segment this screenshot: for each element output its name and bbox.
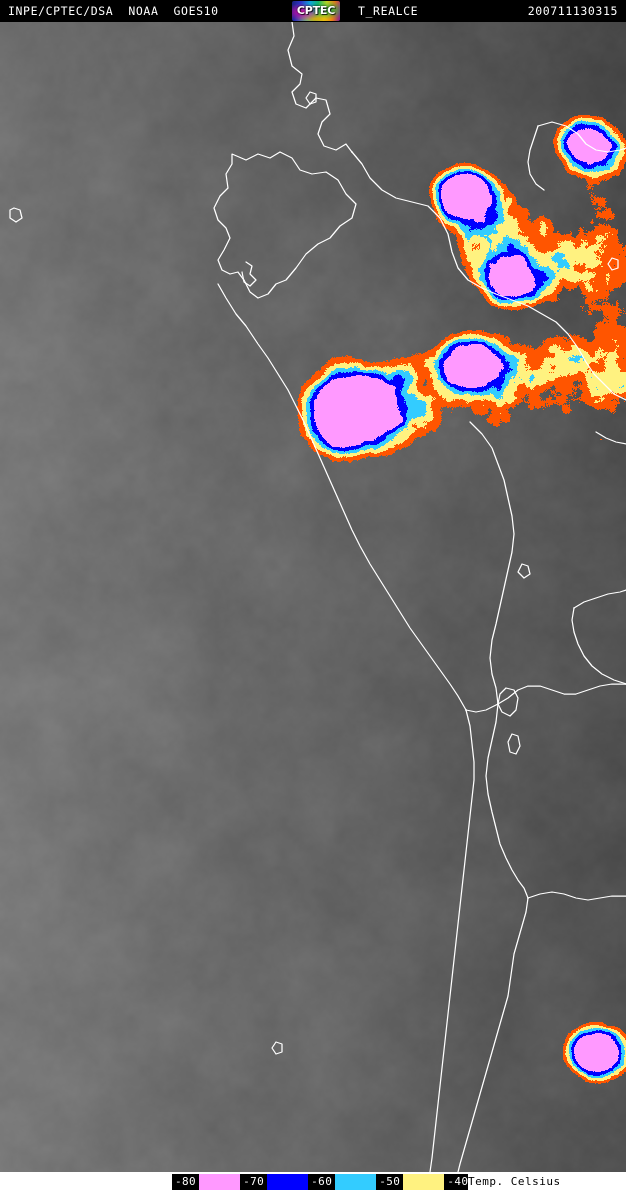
legend-yellow-swatch xyxy=(403,1174,445,1190)
legend-cyan-swatch xyxy=(335,1174,377,1190)
product-label: T_REALCE xyxy=(358,4,419,18)
legend-tick-minus40: -40 xyxy=(444,1174,472,1190)
infrared-satellite-canvas xyxy=(0,22,626,1172)
legend-tick-minus60: -60 xyxy=(308,1174,336,1190)
cptec-logo-icon: CPTEC xyxy=(292,1,340,21)
satellite-image-area xyxy=(0,22,626,1172)
legend-tick-minus80: -80 xyxy=(172,1174,200,1190)
legend-blue-swatch xyxy=(267,1174,309,1190)
legend-magenta-swatch xyxy=(199,1174,241,1190)
temperature-color-legend: -80-70-60-50-40-30 Temp. Celsius xyxy=(0,1172,626,1192)
timestamp-label: 200711130315 xyxy=(527,4,618,18)
legend-tick-minus70: -70 xyxy=(240,1174,268,1190)
cptec-logo-text: CPTEC xyxy=(296,4,336,17)
legend-tick-minus50: -50 xyxy=(376,1174,404,1190)
source-label: INPE/CPTEC/DSA NOAA GOES10 xyxy=(8,4,219,18)
header-bar: INPE/CPTEC/DSA NOAA GOES10 CPTEC T_REALC… xyxy=(0,0,626,22)
legend-units-label: Temp. Celsius xyxy=(468,1174,561,1190)
